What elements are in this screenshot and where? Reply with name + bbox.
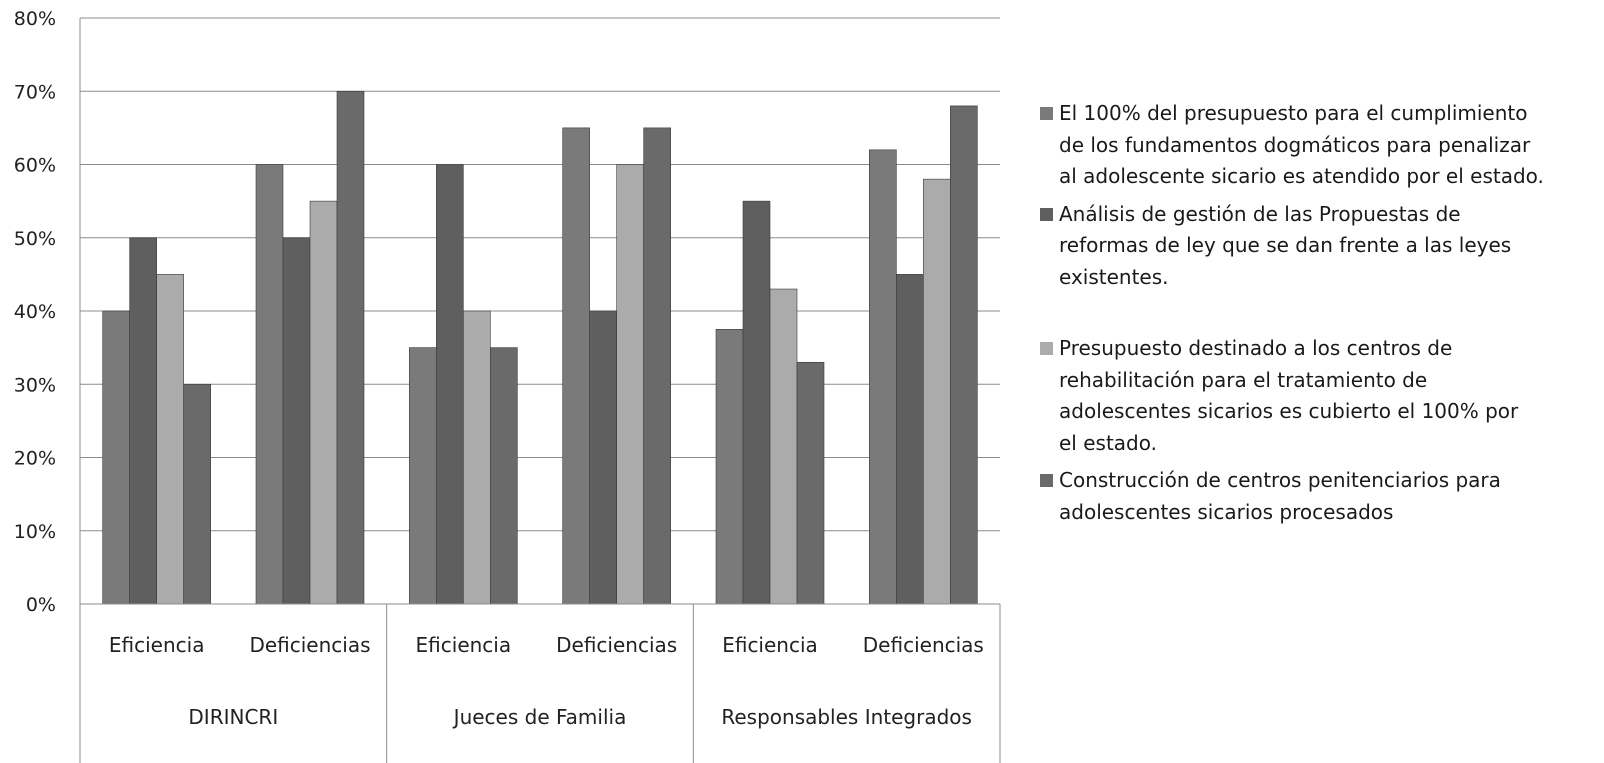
y-tick-label: 30% (14, 374, 56, 396)
bar-series-3 (309, 200, 338, 605)
y-tick-label: 60% (14, 155, 56, 177)
x-category-label: Deficiencias (863, 633, 984, 657)
x-group-label: Responsables Integrados (721, 705, 972, 729)
bar-series-3 (616, 164, 644, 605)
y-tick-label: 70% (14, 81, 56, 103)
legend-entry-series-2: Análisis de gestión de las Propuestas de… (1040, 199, 1600, 294)
bar-series-1 (255, 164, 284, 605)
x-category-label: Deficiencias (556, 633, 677, 657)
bar-series-4 (950, 105, 978, 605)
legend-label-series-2: Análisis de gestión de las Propuestas de… (1059, 201, 1512, 289)
bar-series-2 (589, 310, 617, 605)
bar-series-1 (715, 329, 744, 605)
bar-series-4 (796, 361, 825, 605)
bar-series-4 (183, 383, 211, 605)
x-category-label: Deficiencias (249, 633, 370, 657)
bar-series-2 (742, 200, 771, 605)
bar-series-3 (156, 274, 184, 605)
bar-series-4 (643, 127, 671, 605)
legend-label-series-4: Construcción de centros penitenciarios p… (1059, 468, 1501, 524)
y-tick-label: 0% (26, 594, 56, 616)
bar-series-2 (896, 274, 924, 605)
x-group-label: Jueces de Familia (452, 705, 627, 729)
bar-series-2 (282, 237, 311, 605)
x-category-label: Eficiencia (109, 633, 205, 657)
bar-series-3 (769, 288, 798, 605)
legend-entry-series-4: Construcción de centros penitenciarios p… (1040, 465, 1600, 528)
legend-swatch-series-1 (1040, 107, 1053, 120)
bar-series-1 (102, 310, 130, 605)
legend-label-series-1: El 100% del presupuesto para el cumplimi… (1059, 101, 1544, 188)
bar-series-1 (562, 127, 590, 605)
y-tick-label: 20% (14, 448, 56, 470)
y-tick-label: 40% (14, 301, 56, 323)
bar-series-1 (869, 149, 897, 605)
legend-label-series-3: Presupuesto destinado a los centros de r… (1059, 336, 1519, 455)
bar-series-4 (490, 347, 518, 605)
legend-swatch-series-4 (1040, 474, 1053, 487)
legend-swatch-series-3 (1040, 342, 1053, 355)
y-tick-label: 50% (14, 228, 56, 250)
x-category-label: Eficiencia (416, 633, 512, 657)
legend-entry-series-1: El 100% del presupuesto para el cumplimi… (1040, 98, 1600, 193)
y-tick-label: 10% (14, 521, 56, 543)
bar-series-1 (409, 347, 437, 605)
legend-swatch-series-2 (1040, 207, 1053, 221)
y-tick-label: 80% (14, 8, 56, 30)
bar-series-3 (923, 178, 951, 605)
x-group-label: DIRINCRI (188, 705, 278, 729)
x-category-label: Eficiencia (722, 633, 818, 657)
bar-series-2 (129, 237, 157, 605)
legend-entry-series-3: Presupuesto destinado a los centros de r… (1040, 333, 1600, 459)
bar-series-3 (463, 310, 491, 605)
bar-series-4 (336, 90, 365, 605)
chart-legend: El 100% del presupuesto para el cumplimi… (1040, 98, 1600, 528)
bar-series-2 (436, 164, 464, 605)
